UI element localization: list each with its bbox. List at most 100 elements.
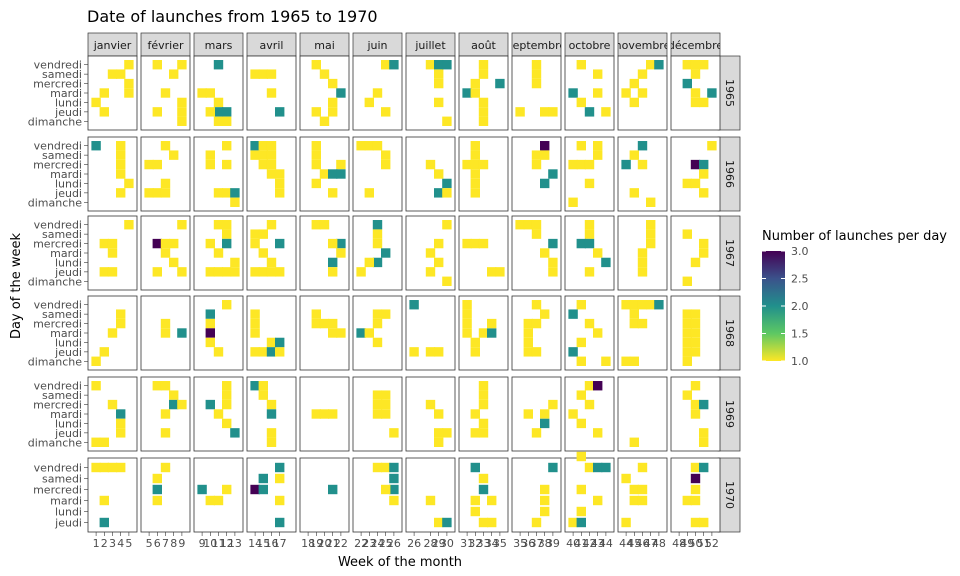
heat-cell bbox=[91, 381, 101, 391]
heat-cell bbox=[213, 97, 224, 108]
week-tick-label: 20 bbox=[318, 537, 332, 550]
heat-cell bbox=[584, 229, 595, 239]
heat-cell bbox=[690, 473, 701, 484]
heat-cell bbox=[434, 347, 444, 357]
heat-cell bbox=[205, 107, 215, 117]
heat-cell bbox=[593, 495, 603, 506]
heat-cell bbox=[548, 267, 558, 277]
heat-cell bbox=[576, 141, 586, 151]
month-strip-6: juin bbox=[352, 32, 403, 57]
heat-cell bbox=[160, 328, 171, 338]
heat-cell bbox=[690, 381, 701, 391]
heat-cell bbox=[124, 220, 134, 230]
heat-cell bbox=[601, 107, 611, 117]
month-strip-3: mars bbox=[193, 32, 244, 57]
heat-cell bbox=[699, 169, 709, 179]
heat-cell bbox=[152, 473, 162, 484]
panel-1969-11 bbox=[617, 376, 668, 452]
heat-cell bbox=[250, 238, 260, 249]
week-tick-label: 38 bbox=[538, 537, 552, 550]
heat-cell bbox=[275, 473, 285, 484]
heat-cell bbox=[160, 178, 171, 189]
heat-cell bbox=[116, 188, 126, 198]
heat-cell bbox=[601, 462, 611, 473]
heat-cell bbox=[205, 267, 215, 277]
heat-cell bbox=[629, 495, 639, 506]
y-axis-title: Day of the week bbox=[9, 232, 24, 339]
day-tick-label: lundi bbox=[55, 417, 82, 430]
heat-cell bbox=[372, 141, 383, 151]
year-strip-1969: 1969 bbox=[717, 376, 741, 452]
day-tick-label: mardi bbox=[50, 87, 82, 100]
heat-cell bbox=[434, 69, 444, 79]
heat-cell bbox=[568, 309, 578, 319]
heat-cell bbox=[540, 107, 550, 117]
day-tick-label: vendredi bbox=[34, 380, 82, 393]
heat-cell bbox=[576, 97, 586, 108]
heat-cell bbox=[699, 462, 709, 473]
heat-cell bbox=[152, 107, 162, 117]
heat-cell bbox=[124, 178, 134, 189]
day-tick-label: mercredi bbox=[33, 318, 82, 331]
heat-cell bbox=[593, 248, 603, 258]
heat-cell bbox=[584, 318, 595, 329]
day-tick-label: lundi bbox=[55, 96, 82, 109]
heat-cell bbox=[213, 188, 224, 198]
heat-cell bbox=[637, 300, 648, 310]
heat-cell bbox=[637, 159, 648, 170]
heat-cell bbox=[266, 257, 277, 268]
month-strip-1: janvier bbox=[87, 32, 138, 57]
heat-cell bbox=[356, 141, 366, 151]
heat-cell bbox=[160, 238, 171, 249]
heat-cell bbox=[275, 267, 285, 277]
heat-cell bbox=[690, 517, 701, 528]
day-tick-label: jeudi bbox=[54, 346, 82, 359]
heat-cell bbox=[116, 409, 126, 419]
heat-cell bbox=[213, 267, 224, 277]
heat-cell bbox=[682, 318, 692, 329]
heat-cell bbox=[275, 347, 285, 357]
year-label: 1967 bbox=[723, 239, 736, 267]
heat-cell bbox=[531, 78, 542, 89]
day-tick-label: lundi bbox=[55, 177, 82, 190]
heat-cell bbox=[258, 229, 268, 239]
heat-cell bbox=[222, 116, 232, 126]
heat-cell bbox=[266, 150, 277, 160]
heat-cell bbox=[487, 517, 497, 528]
heat-cell bbox=[258, 381, 268, 391]
heat-cell bbox=[372, 318, 383, 329]
heat-cell bbox=[621, 88, 631, 98]
heat-cell bbox=[540, 309, 550, 319]
heat-cell bbox=[470, 462, 480, 473]
heat-cell bbox=[470, 88, 480, 98]
heat-cell bbox=[258, 141, 268, 151]
heat-cell bbox=[699, 399, 709, 410]
legend-tick-label: 2.5 bbox=[791, 273, 809, 286]
heat-cell bbox=[372, 337, 383, 348]
heat-cell bbox=[699, 437, 709, 447]
heat-cell bbox=[177, 107, 187, 117]
heat-cell bbox=[576, 356, 586, 366]
heat-cell bbox=[99, 437, 109, 447]
heat-cell bbox=[548, 238, 558, 249]
year-strip-1965: 1965 bbox=[717, 55, 741, 131]
heat-cell bbox=[593, 150, 603, 160]
heat-cell bbox=[682, 276, 692, 286]
heat-cell bbox=[372, 462, 383, 473]
heat-cell bbox=[381, 159, 391, 170]
week-tick-label: 19 bbox=[309, 537, 323, 550]
week-tick-label: 26 bbox=[407, 537, 421, 550]
heat-cell bbox=[637, 257, 648, 268]
heat-cell bbox=[230, 197, 240, 207]
heat-cell bbox=[523, 409, 533, 419]
heat-cell bbox=[160, 381, 171, 391]
heat-cell bbox=[250, 484, 260, 495]
heat-cell bbox=[442, 517, 452, 528]
week-tick-label: 2 bbox=[101, 537, 108, 550]
heat-cell bbox=[328, 107, 338, 117]
heat-cell bbox=[372, 88, 383, 98]
heat-cell bbox=[389, 484, 399, 495]
heat-cell bbox=[160, 428, 171, 438]
heat-cell bbox=[91, 141, 101, 151]
